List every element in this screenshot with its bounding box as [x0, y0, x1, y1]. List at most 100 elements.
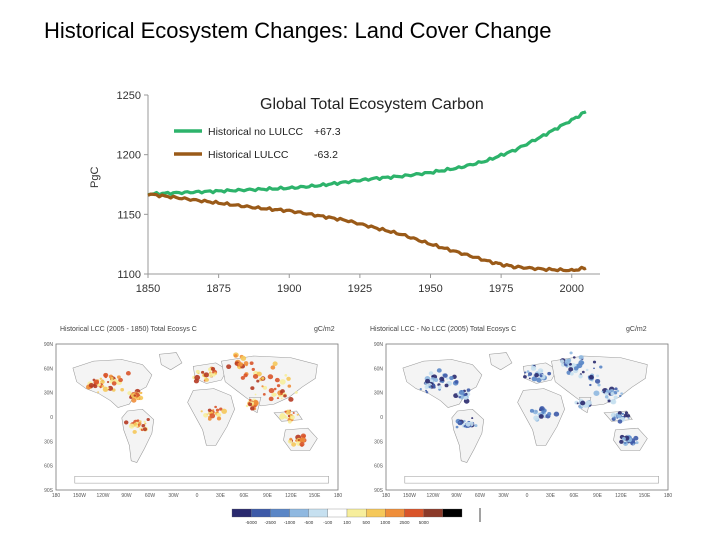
map-cell — [439, 376, 445, 382]
lat-tick-label: 30S — [44, 439, 54, 445]
map-cell — [88, 382, 94, 388]
colorbar: -5000 -2500 -1000 -500 -100 100 500 1000 2500 500… — [231, 508, 481, 525]
map-cell — [572, 356, 576, 359]
map-cell — [110, 376, 114, 380]
series-line-no-lulcc — [147, 110, 587, 197]
map-cell — [442, 373, 448, 378]
lat-tick-label: 90S — [374, 488, 384, 494]
map-cell — [425, 391, 429, 394]
map-cell — [592, 360, 597, 364]
map-cell — [137, 423, 140, 426]
lon-tick-label: 150E — [309, 493, 321, 499]
y-tick-label: 1100 — [117, 269, 141, 281]
lon-tick-label: 30W — [168, 493, 179, 499]
map-cell — [284, 374, 288, 377]
map-cell — [431, 375, 434, 378]
map-cell — [280, 392, 283, 396]
colorbar-swatch — [423, 508, 444, 518]
map-cell — [539, 374, 543, 378]
map-cell — [200, 410, 203, 413]
map-cell — [250, 406, 255, 411]
map-cell — [132, 429, 137, 434]
map-cell — [292, 412, 295, 414]
colorbar-tick-label: 5000 — [419, 520, 430, 525]
map-cell — [243, 373, 248, 378]
map-panel-lcc-difference: Historical LCC - No LCC (2005) Total Eco… — [370, 326, 673, 499]
map-cell — [254, 393, 257, 396]
map-cell — [593, 367, 595, 370]
map-cell — [245, 404, 249, 408]
map-cell — [214, 405, 217, 409]
map-cell — [252, 374, 259, 379]
map-cell — [567, 358, 572, 363]
x-tick-label: 1850 — [136, 283, 160, 295]
map-cell — [458, 395, 462, 399]
map-cell — [633, 435, 639, 441]
map-cell — [623, 441, 627, 445]
lon-tick-label: 120W — [426, 493, 439, 499]
map-cell — [253, 400, 259, 406]
colorbar-tick-label: 100 — [343, 520, 351, 525]
map-cell — [219, 407, 223, 411]
map-cell — [210, 367, 216, 371]
map-cell — [534, 373, 539, 378]
map-cell — [553, 411, 560, 417]
map-cell — [588, 374, 594, 380]
map-cell — [632, 443, 635, 446]
map-cell — [428, 371, 434, 376]
map-cell — [594, 378, 601, 384]
map-cell — [270, 365, 276, 370]
map-cell — [444, 383, 449, 388]
map-cell — [240, 375, 246, 380]
map-cell — [619, 394, 622, 398]
colorbar-swatch — [251, 508, 271, 518]
map-cell — [274, 377, 280, 383]
colorbar-swatch — [308, 508, 329, 518]
chart-legend: Historical no LULCC +67.3 Historical LULCC… — [174, 126, 341, 161]
map-cell — [599, 365, 603, 369]
map-cell — [466, 388, 471, 392]
map-cell — [547, 412, 552, 416]
lon-tick-label: 90E — [263, 493, 273, 499]
lon-tick-label: 180 — [334, 493, 343, 499]
map-cell — [128, 423, 135, 429]
map-cell — [623, 413, 628, 418]
colorbar-swatch — [327, 508, 348, 518]
map-cell — [621, 412, 625, 416]
map-cell — [437, 385, 442, 390]
map-cell — [256, 371, 262, 377]
map-cell — [454, 379, 459, 384]
map-cell — [621, 437, 626, 441]
x-tick-label: 1950 — [418, 283, 442, 295]
map-cell — [569, 351, 573, 355]
map-cell — [248, 398, 252, 402]
colorbar-tick-label: 2500 — [399, 520, 410, 525]
lon-tick-label: 60E — [240, 493, 250, 499]
map-cell — [296, 413, 299, 416]
map-cell — [576, 402, 579, 405]
map-cell — [601, 390, 604, 393]
continent-asia — [221, 355, 318, 407]
map-cell — [287, 414, 291, 417]
map-cell — [533, 415, 540, 421]
map-cell — [118, 377, 123, 383]
map-cell — [139, 392, 143, 395]
map-cell — [547, 371, 552, 376]
map-cell — [226, 364, 232, 369]
map-cell — [117, 375, 121, 379]
map-cell — [569, 363, 572, 366]
map-cell — [106, 387, 110, 390]
map-cell — [581, 370, 585, 374]
lon-tick-label: 30E — [546, 493, 556, 499]
map-cell — [249, 361, 254, 365]
series-line-lulcc — [147, 192, 587, 273]
map-cell — [267, 374, 274, 380]
map-cell — [439, 380, 442, 383]
map-cell — [141, 424, 146, 428]
lat-tick-label: 30N — [374, 391, 384, 397]
map-cell — [103, 372, 109, 378]
y-tick-label: 1150 — [117, 209, 141, 221]
map-cell — [542, 412, 545, 415]
map-title: Historical LCC (2005 - 1850) Total Ecosy… — [60, 326, 197, 333]
